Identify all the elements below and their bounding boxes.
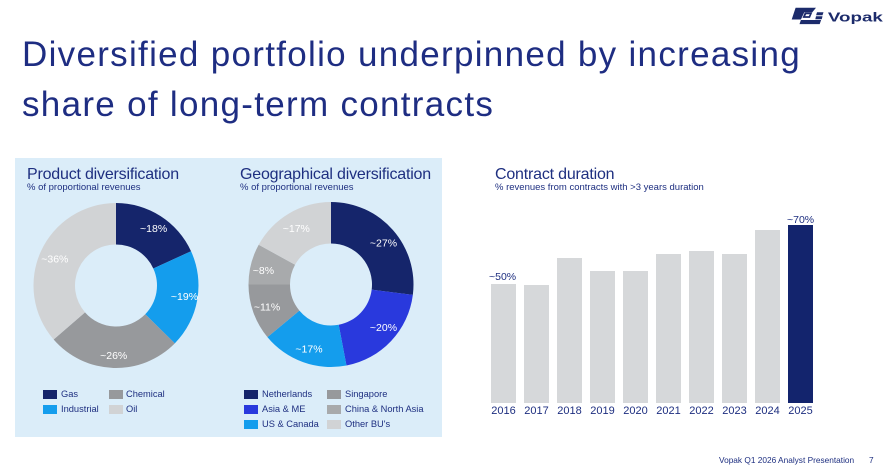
- svg-text:~11%: ~11%: [254, 302, 280, 314]
- svg-text:~8%: ~8%: [253, 265, 274, 277]
- svg-text:~19%: ~19%: [171, 291, 198, 303]
- svg-text:~17%: ~17%: [295, 343, 322, 355]
- svg-text:~20%: ~20%: [370, 322, 397, 334]
- svg-text:Vopak: Vopak: [828, 9, 884, 24]
- svg-text:~27%: ~27%: [370, 238, 397, 250]
- svg-text:~17%: ~17%: [283, 223, 310, 235]
- svg-text:~26%: ~26%: [100, 350, 127, 362]
- svg-text:~36%: ~36%: [41, 254, 68, 266]
- svg-text:~18%: ~18%: [140, 223, 167, 235]
